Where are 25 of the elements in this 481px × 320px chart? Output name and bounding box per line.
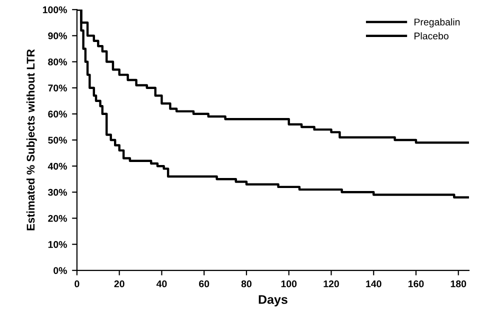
- y-tick-label: 70%: [48, 84, 67, 92]
- y-tick-label: 60%: [48, 110, 67, 118]
- legend-label: Pregabalin: [414, 18, 460, 28]
- y-tick-label: 10%: [48, 241, 67, 248]
- x-tick-label: 40: [156, 280, 167, 288]
- x-tick-label: 20: [114, 280, 124, 288]
- x-tick-label: 80: [241, 280, 252, 288]
- y-tick-label: 0%: [54, 267, 67, 274]
- x-tick-label: 120: [324, 280, 339, 288]
- y-tick-label: 30%: [48, 188, 67, 196]
- y-axis-title: Estimated % Subjects without LTR: [26, 49, 37, 230]
- legend-label: Placebo: [414, 32, 448, 40]
- x-tick-label: 0: [74, 280, 80, 288]
- y-tick-label: 40%: [48, 162, 67, 170]
- x-tick-label: 140: [366, 280, 382, 288]
- x-tick-label: 160: [408, 280, 424, 288]
- y-tick-label: 50%: [48, 136, 67, 144]
- y-tick-label: 20%: [48, 214, 67, 222]
- x-tick-label: 60: [199, 280, 210, 288]
- x-tick-label: 100: [281, 280, 297, 288]
- y-tick-label: 90%: [48, 32, 67, 40]
- x-axis-title: Days: [258, 295, 288, 306]
- x-tick-label: 180: [450, 280, 466, 288]
- y-tick-label: 80%: [48, 58, 67, 66]
- y-tick-label: 100%: [42, 6, 67, 14]
